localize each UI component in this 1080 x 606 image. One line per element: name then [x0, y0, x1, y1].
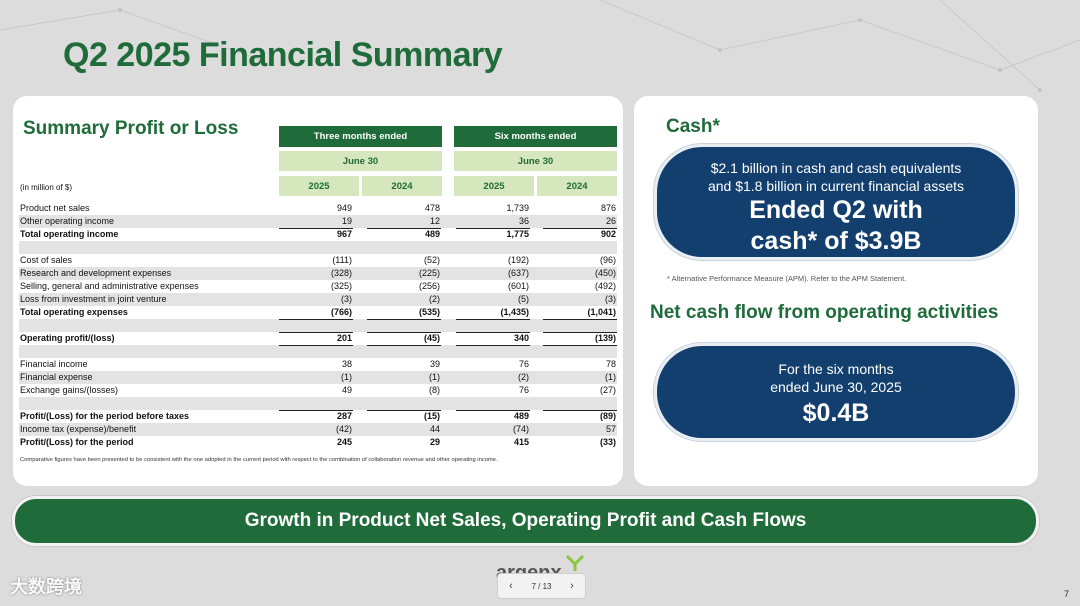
header-year-2024-h: 2024	[537, 176, 617, 196]
summary-profit-loss-panel: Summary Profit or Loss Three months ende…	[13, 96, 623, 541]
rule-line	[543, 410, 617, 411]
ncf-line-1: For the six months	[778, 361, 894, 377]
cash-panel: Cash* $2.1 billion in cash and cash equi…	[634, 96, 1038, 486]
rule-line	[456, 332, 530, 333]
table-spacer	[19, 241, 617, 254]
rule-line	[279, 332, 353, 333]
table-spacer	[19, 319, 617, 332]
table-footnote: Comparative figures have been presented …	[20, 457, 498, 463]
table-spacer	[19, 397, 617, 410]
watermark: 大数跨境	[10, 577, 82, 597]
table-row: Exchange gains/(losses) 49 (8) 76 (27)	[20, 385, 616, 395]
cash-big-line-2: cash* of $3.9B	[750, 227, 922, 255]
prev-page-icon[interactable]: ‹	[509, 580, 513, 592]
table-spacer	[19, 345, 617, 358]
rule-line	[279, 410, 353, 411]
rule-line	[543, 319, 617, 320]
apm-note: * Alternative Performance Measure (APM).…	[667, 274, 907, 283]
table-row-total: Total operating income 967 489 1,775 902	[20, 229, 616, 239]
header-date-three-months: June 30	[279, 151, 442, 171]
rule-line	[456, 319, 530, 320]
profit-loss-table: Product net sales 949 478 1,739 876 Othe…	[19, 202, 617, 541]
table-row: Selling, general and administrative expe…	[20, 281, 616, 291]
cash-title: Cash*	[666, 116, 720, 137]
table-row: Product net sales 949 478 1,739 876	[20, 203, 616, 213]
summary-profit-loss-title: Summary Profit or Loss	[23, 118, 239, 139]
table-row-operating-profit: Operating profit/(loss) 201 (45) 340 (13…	[20, 333, 616, 343]
argenx-logo-mark-icon	[565, 554, 585, 571]
slide-pager: ‹ 7 / 13 ›	[497, 573, 586, 599]
header-year-2025-h: 2025	[454, 176, 534, 196]
table-row: Other operating income 19 12 36 26	[19, 215, 617, 228]
rule-line	[367, 332, 441, 333]
rule-line	[367, 228, 441, 229]
header-year-2024-q: 2024	[362, 176, 442, 196]
page-number: 7	[1064, 589, 1070, 599]
rule-line	[456, 228, 530, 229]
cash-highlight-pill: $2.1 billion in cash and cash equivalent…	[654, 144, 1018, 260]
rule-line	[456, 345, 530, 346]
ncf-line-2: ended June 30, 2025	[770, 379, 902, 395]
table-row: Research and development expenses (328) …	[19, 267, 617, 280]
rule-line	[279, 345, 353, 346]
header-date-six-months: June 30	[454, 151, 617, 171]
ncf-value: $0.4B	[802, 399, 870, 427]
table-row: Cost of sales (111) (52) (192) (96)	[20, 255, 616, 265]
table-row: Income tax (expense)/benefit (42) 44 (74…	[19, 423, 617, 436]
rule-line	[279, 228, 353, 229]
table-row-profit-for-period: Profit/(Loss) for the period 245 29 415 …	[20, 437, 616, 447]
cash-line-2: and $1.8 billion in current financial as…	[707, 178, 965, 194]
rule-line	[367, 410, 441, 411]
growth-banner: Growth in Product Net Sales, Operating P…	[12, 496, 1039, 546]
table-row-profit-before-taxes: Profit/(Loss) for the period before taxe…	[20, 411, 616, 421]
rule-line	[367, 319, 441, 320]
table-row: Loss from investment in joint venture (3…	[19, 293, 617, 306]
header-three-months: Three months ended	[279, 126, 442, 147]
net-cash-flow-title: Net cash flow from operating activities	[650, 302, 999, 323]
table-row-total: Total operating expenses (766) (535) (1,…	[20, 307, 616, 317]
units-label: (in million of $)	[20, 183, 73, 192]
rule-line	[543, 332, 617, 333]
table-row: Financial income 38 39 76 78	[20, 359, 616, 369]
pager-label: 7 / 13	[531, 581, 552, 591]
cash-line-1: $2.1 billion in cash and cash equivalent…	[710, 160, 962, 176]
next-page-icon[interactable]: ›	[570, 580, 574, 592]
table-row: Financial expense (1) (1) (2) (1)	[19, 371, 617, 384]
cash-big-line-1: Ended Q2 with	[749, 196, 923, 224]
rule-line	[367, 345, 441, 346]
net-cash-flow-pill: For the six months ended June 30, 2025 $…	[654, 343, 1018, 441]
rule-line	[543, 228, 617, 229]
rule-line	[543, 345, 617, 346]
slide-title: Q2 2025 Financial Summary	[63, 36, 503, 74]
header-six-months: Six months ended	[454, 126, 617, 147]
rule-line	[279, 319, 353, 320]
rule-line	[456, 410, 530, 411]
header-year-2025-q: 2025	[279, 176, 359, 196]
